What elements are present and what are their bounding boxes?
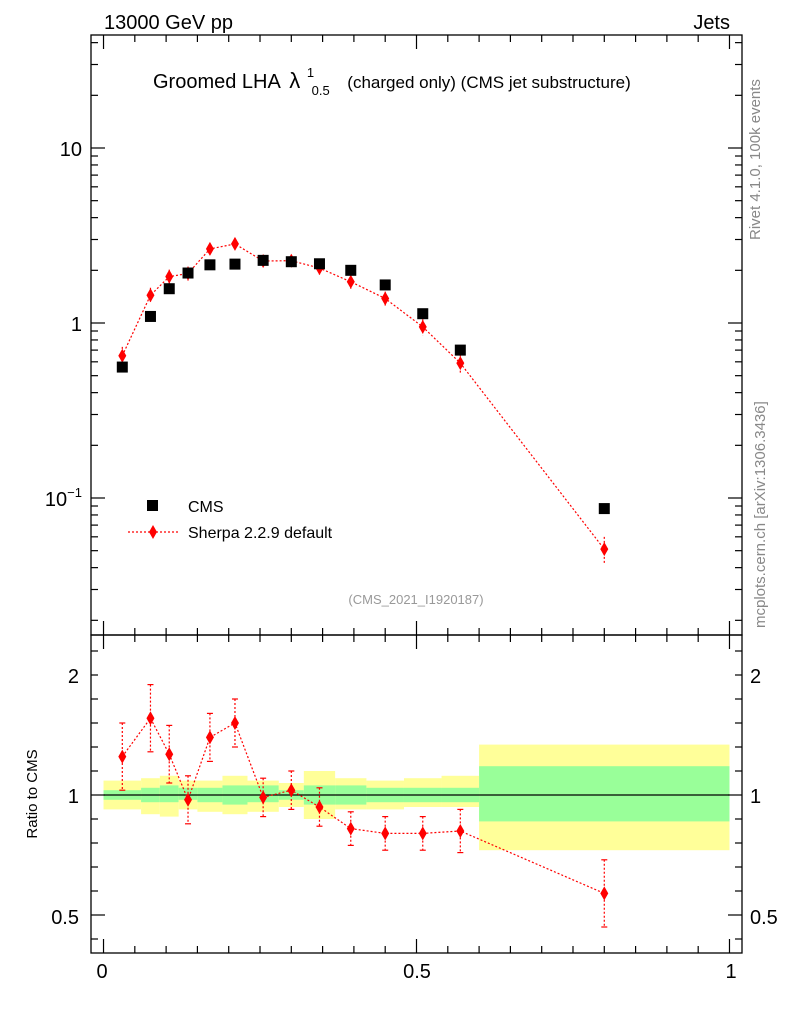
legend-mc-marker — [149, 525, 157, 539]
title-lambda: λ — [289, 68, 300, 93]
mc-point — [456, 356, 465, 371]
cms-point — [313, 258, 325, 270]
ratio-point — [205, 730, 214, 745]
title-main: Groomed LHA — [153, 71, 281, 93]
title-rest: (charged only) (CMS jet substructure) — [347, 73, 630, 92]
ytick-label-1: 1 — [71, 314, 82, 336]
cms-point — [598, 503, 610, 515]
ratio-point — [600, 886, 609, 901]
ratio-ytick-1-left: 1 — [68, 786, 79, 808]
ratio-marks — [118, 683, 609, 928]
ratio-point — [259, 790, 268, 805]
header-right: Jets — [693, 12, 730, 34]
ratio-point — [456, 824, 465, 838]
cms-point — [229, 258, 241, 270]
ratio-point — [287, 783, 296, 798]
ratio-ylabel: Ratio to CMS — [24, 749, 41, 838]
mc-point — [118, 348, 127, 363]
ratio-point — [418, 826, 427, 841]
legend: CMS Sherpa 2.2.9 default — [128, 499, 333, 542]
ratio-point — [165, 747, 174, 762]
mcplots-label: mcplots.cern.ch [arXiv:1306.3436] — [752, 401, 769, 628]
analysis-id: (CMS_2021_I1920187) — [348, 592, 483, 607]
mc-point — [146, 288, 155, 303]
ytick-exp: −1 — [67, 485, 82, 500]
ytick-label-0.1: 10−1 — [45, 485, 82, 511]
cms-point — [257, 254, 269, 266]
legend-cms-label: CMS — [188, 499, 224, 516]
ratio-ytick-2-right: 2 — [750, 666, 761, 688]
ytick-base: 10 — [45, 489, 67, 511]
ratio-point — [230, 716, 239, 730]
ratio-ticks — [91, 635, 742, 953]
ratio-ytick-0.5-right: 0.5 — [750, 907, 778, 929]
cms-point — [182, 267, 194, 279]
title-sup: 1 — [307, 65, 314, 80]
cms-point — [417, 308, 429, 320]
plot-title: Groomed LHA λ 1 0.5 (charged only) (CMS … — [153, 60, 631, 100]
ratio-point — [346, 821, 355, 836]
ratio-bands — [103, 744, 730, 851]
cms-point — [116, 361, 128, 373]
legend-cms-marker — [147, 500, 158, 511]
ratio-point — [118, 749, 127, 764]
uncertainty-band-inner — [159, 785, 179, 803]
main-marks — [116, 236, 610, 564]
cms-point — [204, 259, 216, 271]
main-ticks — [91, 35, 742, 635]
ratio-mc-line — [121, 717, 605, 894]
ytick-label-10: 10 — [60, 139, 82, 161]
title-sub: 0.5 — [312, 83, 330, 98]
legend-mc-label: Sherpa 2.2.9 default — [188, 525, 333, 542]
mc-point — [165, 269, 174, 284]
ratio-point — [184, 792, 193, 807]
cms-point — [379, 279, 391, 291]
cms-point — [285, 256, 297, 268]
header-left: 13000 GeV pp — [104, 12, 233, 34]
mc-point — [230, 236, 239, 251]
ratio-point — [146, 711, 155, 726]
cms-point — [144, 310, 156, 322]
ratio-ytick-0.5-left: 0.5 — [51, 907, 79, 929]
xtick-label-1: 1 — [725, 961, 736, 983]
xtick-label-0: 0 — [96, 961, 107, 983]
ratio-ytick-2-left: 2 — [68, 666, 79, 688]
mc-point — [381, 291, 390, 306]
mc-point — [205, 241, 214, 256]
cms-point — [163, 283, 175, 295]
mc-point — [346, 274, 355, 289]
ratio-point — [315, 800, 324, 814]
ratio-point — [381, 826, 390, 841]
main-frame — [90, 34, 743, 636]
mc-point — [600, 542, 609, 557]
mc-point — [418, 319, 427, 334]
xtick-label-0.5: 0.5 — [403, 961, 431, 983]
rivet-label: Rivet 4.1.0, 100k events — [747, 79, 764, 240]
cms-point — [345, 264, 357, 276]
uncertainty-band-inner — [479, 766, 730, 822]
ratio-ytick-1-right: 1 — [750, 786, 761, 808]
cms-point — [454, 344, 466, 356]
